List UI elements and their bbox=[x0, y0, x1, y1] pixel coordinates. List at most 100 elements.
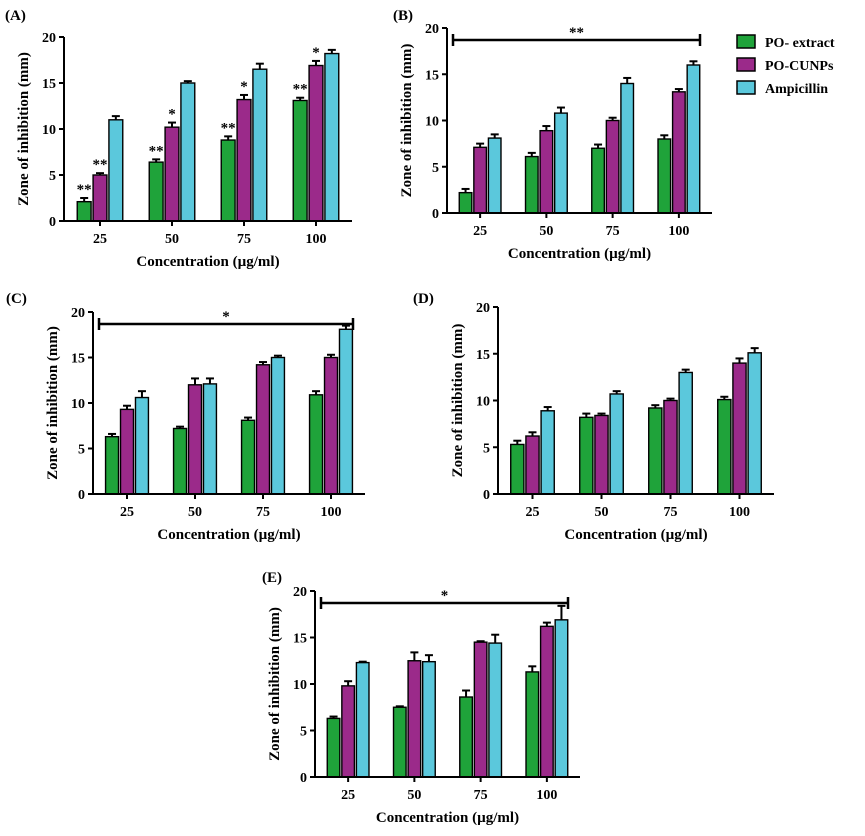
y-axis-title-d: Zone of inhibition (mm) bbox=[450, 324, 466, 478]
y-tick-label-d-2: 10 bbox=[476, 395, 490, 410]
x-axis-title-a: Concentration (µg/ml) bbox=[136, 254, 279, 270]
bar-e-s2-c3 bbox=[554, 619, 569, 778]
bar-c-s0-c0 bbox=[104, 435, 120, 495]
bar-d-s1-c0 bbox=[525, 435, 540, 495]
y-tick-label-c-2: 10 bbox=[71, 397, 85, 412]
bar-d-s2-c1 bbox=[609, 393, 624, 495]
bar-c-s1-c1 bbox=[187, 384, 203, 495]
x-tick-label-c-2: 75 bbox=[256, 505, 270, 520]
x-axis-title-c: Concentration (µg/ml) bbox=[157, 527, 300, 543]
y-tick-label-b-3: 15 bbox=[425, 68, 439, 83]
y-tick-label-a-4: 20 bbox=[42, 31, 56, 46]
bar-e-s1-c2 bbox=[473, 641, 488, 778]
significance-bracket-label-b: ** bbox=[569, 25, 584, 41]
legend: PO- extract PO-CUNPs Ampicillin bbox=[736, 34, 835, 97]
bar-b-s0-c0 bbox=[458, 191, 473, 214]
y-tick-label-d-1: 5 bbox=[483, 441, 490, 456]
bar-d-s0-c1 bbox=[579, 416, 594, 495]
bar-d-s1-c3 bbox=[732, 362, 747, 495]
bar-d-s2-c3 bbox=[747, 352, 762, 495]
x-tick-label-c-1: 50 bbox=[188, 505, 202, 520]
y-tick-label-e-3: 15 bbox=[293, 632, 307, 647]
bar-b-s0-c1 bbox=[524, 155, 539, 214]
chart-panel-b: (B) 0 5 10 15 20 25 50 75 100 Concentration (µg/ml… bbox=[393, 8, 712, 262]
significance-bracket-label-e: * bbox=[441, 588, 449, 604]
x-tick-label-d-2: 75 bbox=[664, 505, 678, 520]
y-tick-label-c-4: 20 bbox=[71, 306, 85, 321]
bar-a-s1-c0 bbox=[92, 174, 108, 222]
bar-a-s1-c1 bbox=[164, 126, 180, 222]
bar-c-s2-c1 bbox=[202, 383, 218, 495]
y-tick-label-d-4: 20 bbox=[476, 301, 490, 316]
x-tick-label-e-1: 50 bbox=[407, 788, 421, 803]
y-axis-title-b: Zone of inhibition (mm) bbox=[399, 44, 415, 198]
panel-label-a: (A) bbox=[5, 8, 26, 24]
x-tick-label-a-2: 75 bbox=[237, 232, 251, 247]
bar-b-s1-c2 bbox=[605, 119, 620, 214]
x-tick-label-b-1: 50 bbox=[539, 224, 553, 239]
bar-a-s1-c3 bbox=[308, 64, 324, 222]
bar-b-s2-c0 bbox=[487, 137, 502, 214]
significance-mark-a-s1-c0: ** bbox=[93, 157, 108, 173]
bar-e-s0-c2 bbox=[459, 696, 474, 778]
x-axis-title-d: Concentration (µg/ml) bbox=[564, 527, 707, 543]
y-tick-label-a-2: 10 bbox=[42, 123, 56, 138]
chart-panel-d: (D) 0 5 10 15 20 25 50 75 100 Concentration (µg/ml… bbox=[413, 291, 774, 543]
significance-mark-a-s0-c0: ** bbox=[77, 182, 92, 198]
significance-mark-a-s0-c3: ** bbox=[293, 82, 308, 98]
bar-d-s1-c1 bbox=[594, 414, 609, 495]
x-axis-title-e: Concentration (µg/ml) bbox=[376, 810, 519, 826]
y-axis-title-e: Zone of inhibition (mm) bbox=[267, 607, 283, 761]
bar-b-s2-c2 bbox=[620, 82, 635, 214]
bar-b-s1-c1 bbox=[539, 129, 554, 214]
bar-e-s0-c3 bbox=[525, 671, 540, 778]
x-tick-label-c-3: 100 bbox=[321, 505, 342, 520]
x-tick-label-e-0: 25 bbox=[341, 788, 355, 803]
bar-d-s2-c0 bbox=[540, 410, 555, 495]
bar-c-s0-c1 bbox=[172, 427, 188, 495]
bar-a-s1-c2 bbox=[236, 98, 252, 222]
x-tick-label-d-1: 50 bbox=[595, 505, 609, 520]
significance-bracket-label-c: * bbox=[222, 309, 230, 325]
bar-d-s0-c0 bbox=[510, 443, 525, 495]
bar-d-s0-c3 bbox=[717, 398, 732, 495]
panel-label-c: (C) bbox=[6, 291, 27, 307]
bar-e-s1-c0 bbox=[341, 685, 356, 778]
x-tick-label-c-0: 25 bbox=[120, 505, 134, 520]
bar-e-s2-c1 bbox=[421, 660, 436, 778]
x-tick-label-a-1: 50 bbox=[165, 232, 179, 247]
y-tick-label-e-1: 5 bbox=[300, 725, 307, 740]
bar-d-s1-c2 bbox=[663, 399, 678, 495]
bar-c-s0-c3 bbox=[308, 394, 324, 495]
y-tick-label-a-0: 0 bbox=[49, 215, 56, 230]
chart-panel-c: (C) 0 5 10 15 20 25 50 75 100 Concentration (µg/ml… bbox=[6, 291, 365, 543]
bar-c-s0-c2 bbox=[240, 419, 256, 495]
y-tick-label-d-3: 15 bbox=[476, 348, 490, 363]
panel-label-e: (E) bbox=[262, 570, 282, 586]
bar-d-s0-c2 bbox=[648, 407, 663, 495]
bar-b-s1-c0 bbox=[473, 146, 488, 214]
bar-a-s2-c0 bbox=[108, 119, 124, 222]
bar-d-s2-c2 bbox=[678, 371, 693, 495]
significance-mark-a-s0-c2: ** bbox=[221, 120, 236, 136]
x-axis-title-b: Concentration (µg/ml) bbox=[508, 246, 651, 262]
y-axis-title-c: Zone of inhibition (mm) bbox=[45, 326, 61, 480]
bar-e-s0-c0 bbox=[326, 717, 341, 778]
y-tick-label-b-0: 0 bbox=[432, 207, 439, 222]
bar-c-s1-c3 bbox=[323, 356, 339, 495]
y-tick-label-c-0: 0 bbox=[78, 488, 85, 503]
x-tick-label-b-0: 25 bbox=[473, 224, 487, 239]
bar-b-s2-c1 bbox=[553, 112, 568, 214]
y-tick-label-c-1: 5 bbox=[78, 443, 85, 458]
y-axis-title-a: Zone of inhibition (mm) bbox=[16, 52, 32, 206]
x-tick-label-b-2: 75 bbox=[606, 224, 620, 239]
bar-e-s2-c2 bbox=[488, 642, 503, 778]
bar-a-s0-c2 bbox=[220, 139, 236, 222]
bar-b-s2-c3 bbox=[686, 64, 701, 214]
x-tick-label-e-2: 75 bbox=[474, 788, 488, 803]
y-tick-label-c-3: 15 bbox=[71, 352, 85, 367]
y-tick-label-e-4: 20 bbox=[293, 585, 307, 600]
bar-a-s0-c1 bbox=[148, 161, 164, 222]
